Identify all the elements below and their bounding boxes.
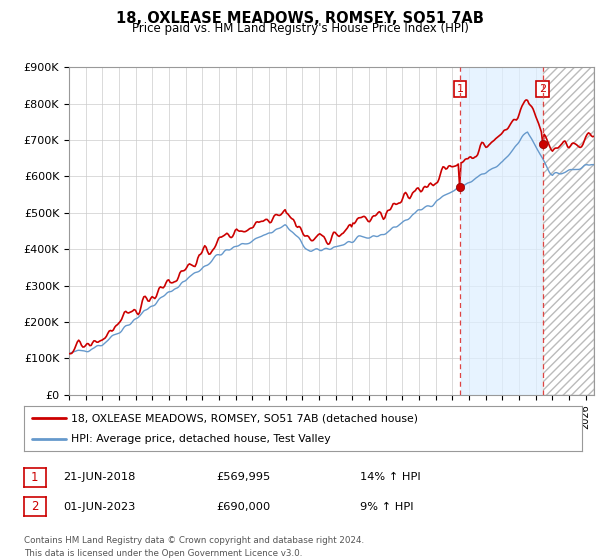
Text: 21-JUN-2018: 21-JUN-2018 <box>63 472 136 482</box>
Text: 14% ↑ HPI: 14% ↑ HPI <box>360 472 421 482</box>
Text: 1: 1 <box>31 470 38 484</box>
Text: 9% ↑ HPI: 9% ↑ HPI <box>360 502 413 512</box>
Text: 2: 2 <box>31 500 38 514</box>
Text: Contains HM Land Registry data © Crown copyright and database right 2024.
This d: Contains HM Land Registry data © Crown c… <box>24 536 364 558</box>
Text: 2: 2 <box>539 84 546 94</box>
Text: 01-JUN-2023: 01-JUN-2023 <box>63 502 136 512</box>
Text: £690,000: £690,000 <box>216 502 270 512</box>
Text: 18, OXLEASE MEADOWS, ROMSEY, SO51 7AB (detached house): 18, OXLEASE MEADOWS, ROMSEY, SO51 7AB (d… <box>71 413 418 423</box>
Text: Price paid vs. HM Land Registry's House Price Index (HPI): Price paid vs. HM Land Registry's House … <box>131 22 469 35</box>
Text: £569,995: £569,995 <box>216 472 270 482</box>
Text: 18, OXLEASE MEADOWS, ROMSEY, SO51 7AB: 18, OXLEASE MEADOWS, ROMSEY, SO51 7AB <box>116 11 484 26</box>
Text: 1: 1 <box>457 84 464 94</box>
Text: HPI: Average price, detached house, Test Valley: HPI: Average price, detached house, Test… <box>71 433 331 444</box>
